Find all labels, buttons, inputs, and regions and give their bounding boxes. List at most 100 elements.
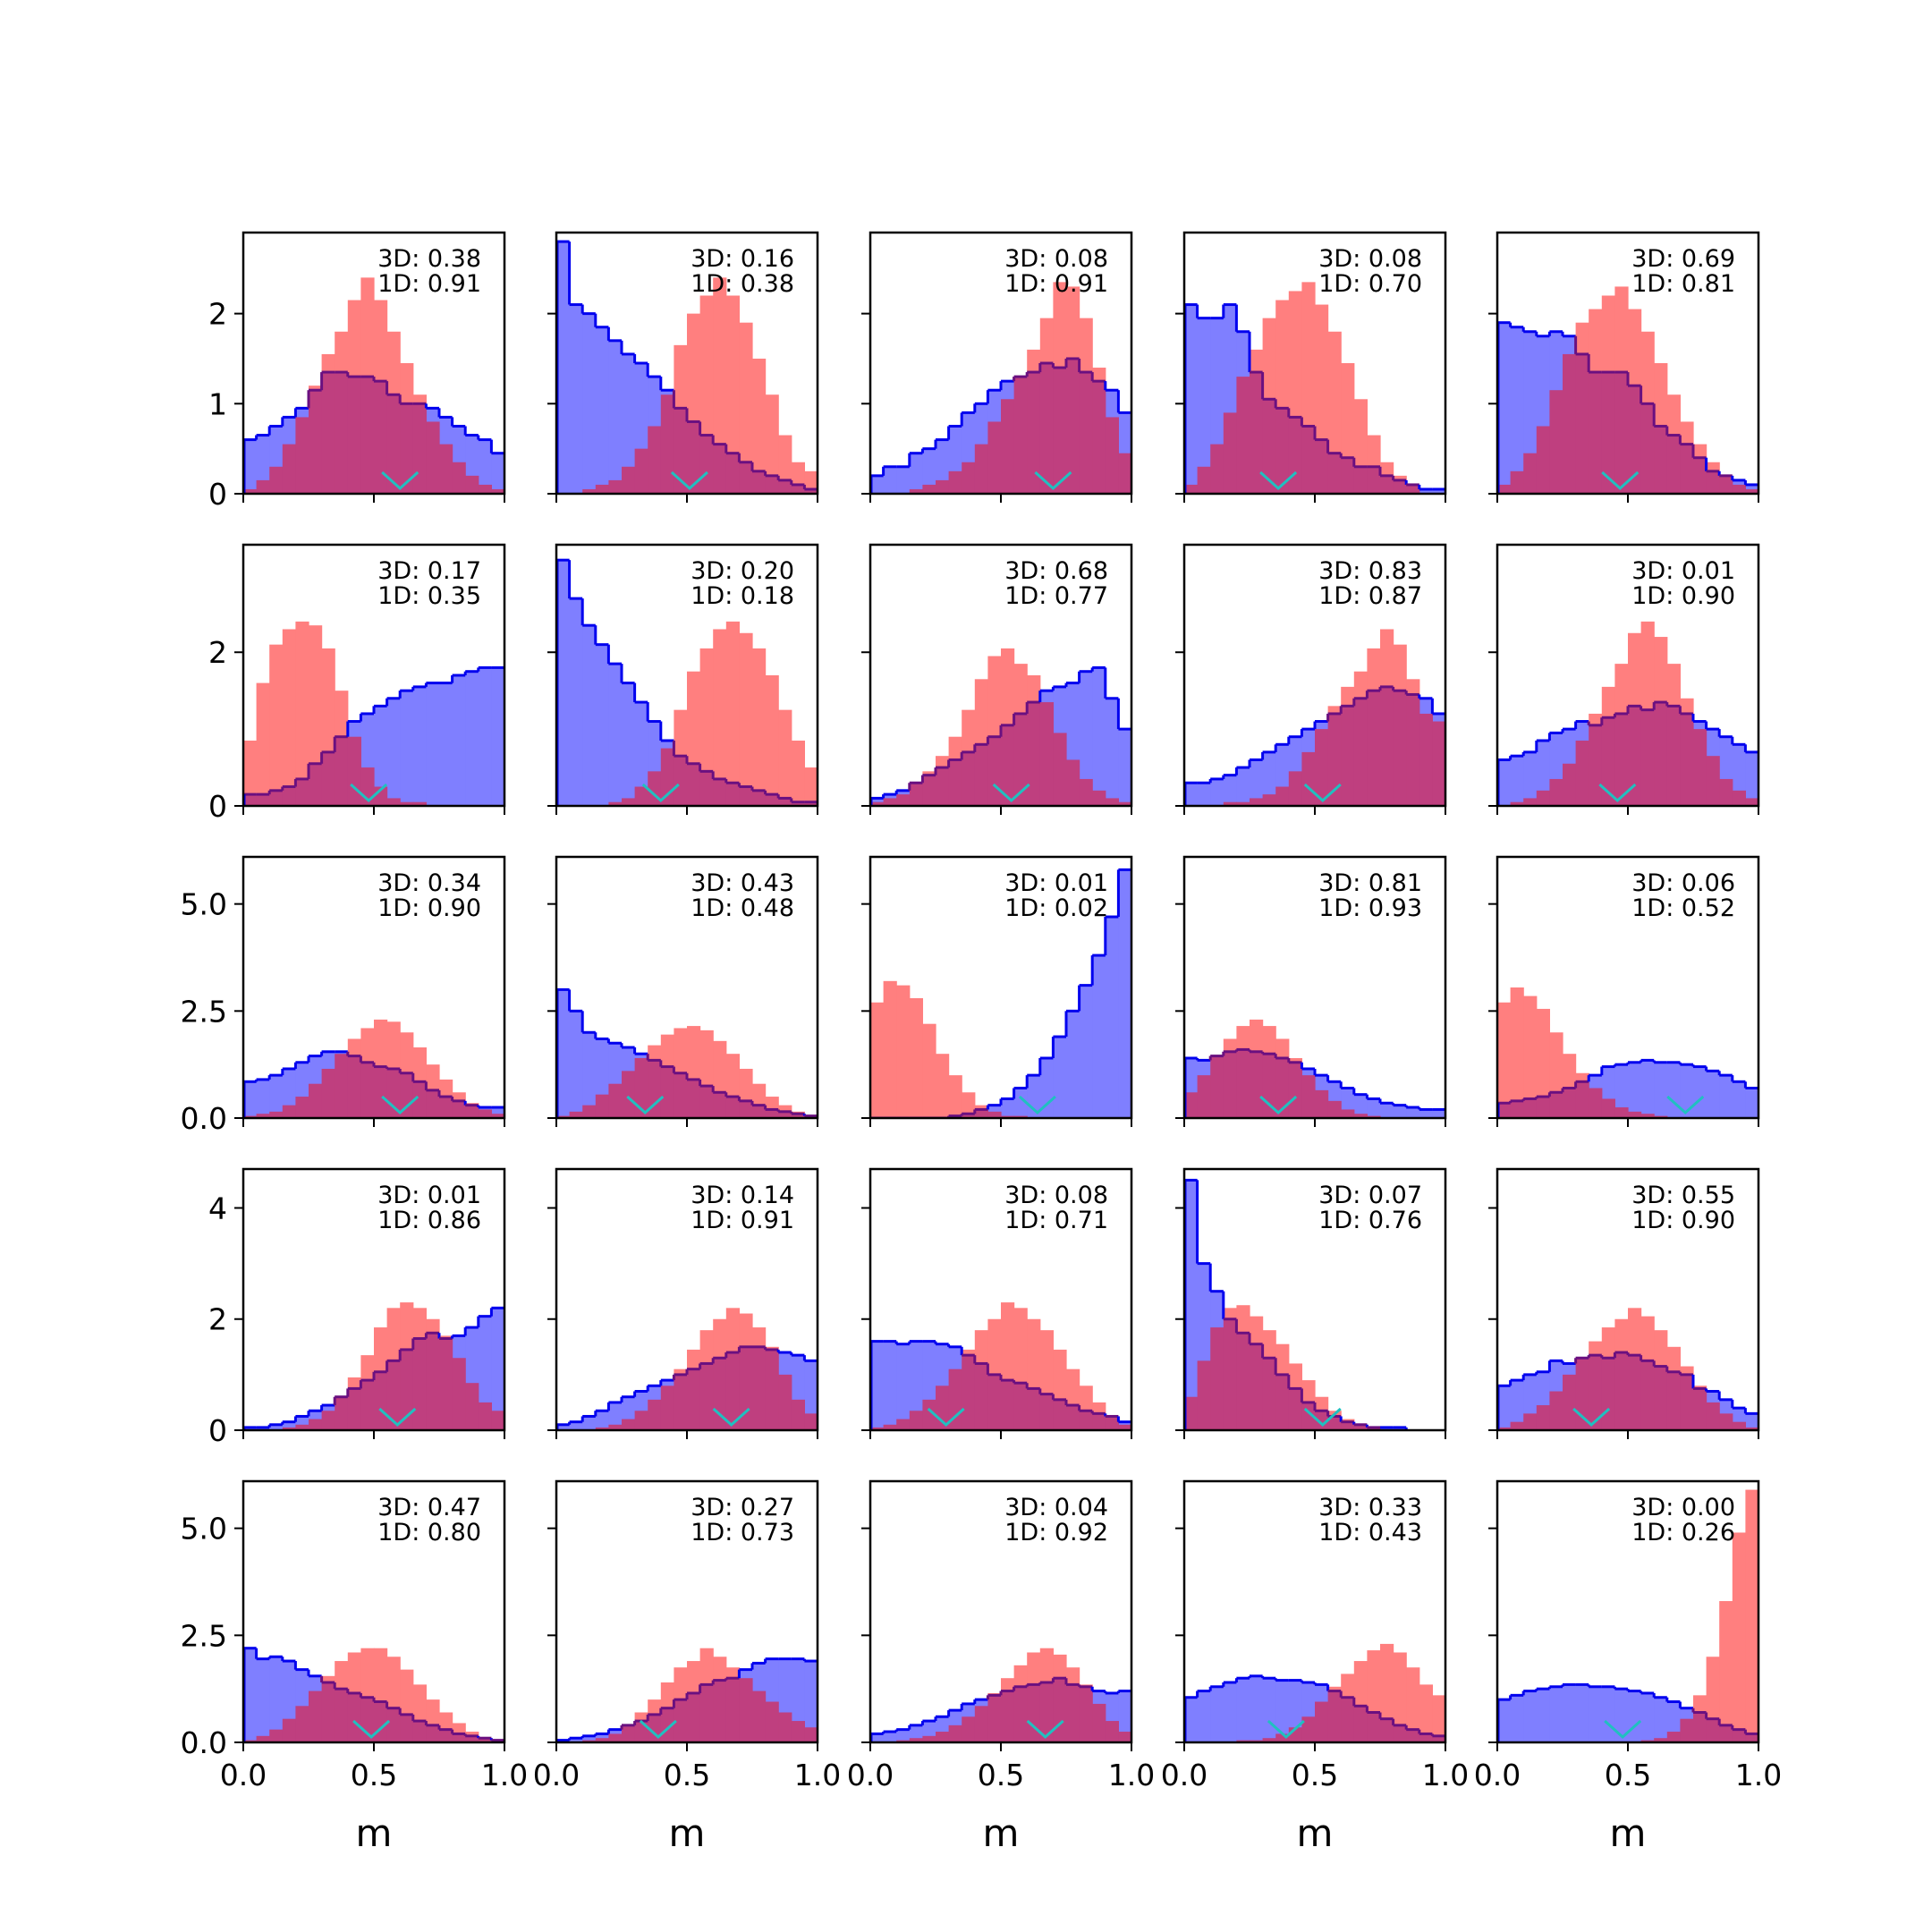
- blue-bar: [1628, 1690, 1642, 1742]
- overlap-bar: [1118, 801, 1131, 806]
- median-marker: [1598, 783, 1637, 803]
- red-bar: [1327, 331, 1342, 453]
- overlap-bar: [1353, 698, 1368, 806]
- red-bar: [1341, 1419, 1355, 1422]
- red-bar: [1497, 1002, 1512, 1104]
- overlap-bar: [725, 783, 740, 806]
- red-bar: [962, 1349, 976, 1356]
- blue-bar: [1393, 1105, 1407, 1118]
- red-bar: [426, 1699, 440, 1725]
- blue-bar: [1184, 783, 1199, 806]
- red-bar: [1601, 686, 1615, 718]
- overlap-bar: [1341, 1109, 1355, 1118]
- overlap-bar: [1680, 444, 1694, 494]
- overlap-bar: [1497, 1103, 1512, 1118]
- blue-bar: [1105, 698, 1119, 806]
- red-bar: [674, 709, 688, 757]
- stat-label-1d: 1D: 0.91: [1004, 270, 1108, 298]
- red-bar: [426, 1318, 440, 1334]
- overlap-bar: [1262, 794, 1276, 806]
- blue-bar: [1563, 1684, 1577, 1742]
- red-bar: [1693, 444, 1707, 458]
- blue-bar: [478, 439, 492, 494]
- blue-bar: [1745, 1413, 1758, 1430]
- red-bar: [922, 771, 936, 775]
- red-bar: [400, 1302, 414, 1350]
- overlap-bar: [426, 1333, 440, 1430]
- median-marker: [1303, 783, 1342, 803]
- overlap-bar: [883, 1424, 897, 1430]
- red-bar: [870, 1002, 885, 1118]
- red-bar: [1680, 698, 1694, 714]
- overlap-bar: [936, 1732, 950, 1742]
- overlap-bar: [360, 377, 375, 494]
- red-bar: [321, 648, 335, 752]
- red-bar: [1406, 679, 1420, 695]
- overlap-bar: [1367, 1712, 1381, 1742]
- overlap-bar: [1288, 1388, 1302, 1430]
- red-bar: [1406, 1667, 1420, 1730]
- x-tick-label: 0.0: [1474, 1758, 1521, 1792]
- blue-bar: [1092, 667, 1106, 806]
- overlap-bar: [309, 1690, 323, 1742]
- red-bar: [1706, 462, 1720, 471]
- overlap-bar: [1223, 1051, 1237, 1118]
- overlap-bar: [400, 1072, 414, 1118]
- overlap-bar: [687, 1692, 701, 1742]
- overlap-bar: [778, 479, 792, 494]
- stat-label-3d: 3D: 0.20: [691, 557, 794, 585]
- plot-area: [870, 648, 1131, 806]
- overlap-bar: [660, 1707, 674, 1742]
- overlap-bar: [922, 1399, 936, 1430]
- x-axis-title: m: [669, 1811, 706, 1855]
- red-bar: [974, 1330, 988, 1364]
- overlap-bar: [1706, 756, 1720, 806]
- overlap-bar: [962, 751, 976, 806]
- blue-bar: [478, 1316, 492, 1430]
- blue-bar: [452, 675, 466, 806]
- overlap-bar: [1745, 1733, 1758, 1742]
- overlap-bar: [295, 778, 309, 806]
- red-bar: [687, 313, 701, 422]
- red-bar: [412, 394, 427, 404]
- overlap-bar: [687, 421, 701, 494]
- y-tick-label: 2.5: [181, 1618, 227, 1653]
- overlap-bar: [321, 1411, 335, 1430]
- blue-bar: [269, 1075, 284, 1118]
- overlap-bar: [1105, 1721, 1119, 1742]
- overlap-bar: [713, 1680, 727, 1742]
- blue-bar: [804, 1661, 818, 1742]
- overlap-bar: [595, 1738, 609, 1742]
- overlap-bar: [1066, 1405, 1080, 1430]
- overlap-bar: [1640, 709, 1655, 806]
- red-bar: [1575, 322, 1589, 354]
- overlap-bar: [634, 786, 648, 806]
- red-bar: [374, 300, 388, 382]
- red-bar: [1001, 1302, 1015, 1381]
- overlap-bar: [1745, 798, 1758, 806]
- red-bar: [974, 1105, 988, 1110]
- overlap-bar: [243, 488, 258, 494]
- blue-bar: [256, 1658, 270, 1742]
- blue-bar: [256, 1427, 270, 1430]
- red-bar: [713, 277, 727, 445]
- red-bar: [335, 1661, 349, 1690]
- overlap-bar: [1654, 1366, 1668, 1430]
- overlap-bar: [778, 1374, 792, 1430]
- y-tick-label: 2: [208, 1302, 227, 1337]
- red-bar: [1039, 318, 1054, 363]
- overlap-bar: [648, 1399, 662, 1430]
- overlap-bar: [282, 1105, 296, 1118]
- overlap-bar: [491, 1114, 504, 1118]
- red-bar: [412, 1308, 427, 1339]
- red-bar: [660, 1682, 674, 1708]
- red-bar: [936, 756, 950, 768]
- plot-area: [870, 1302, 1131, 1430]
- overlap-bar: [1066, 759, 1080, 806]
